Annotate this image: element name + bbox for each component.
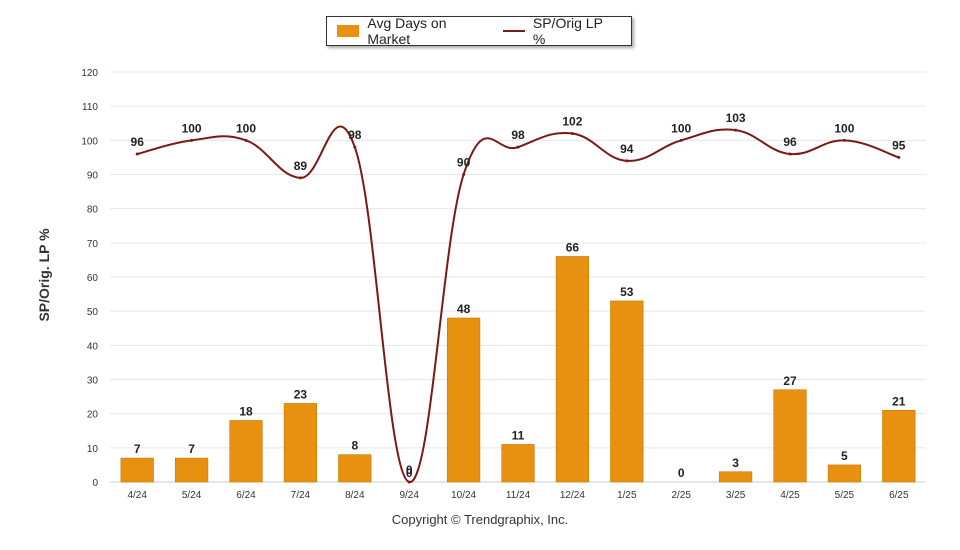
bar-data-label: 27 (783, 374, 797, 388)
bar (501, 444, 535, 483)
bar-data-label: 3 (732, 456, 739, 470)
line-point (679, 138, 683, 142)
bar (283, 403, 318, 483)
x-tick-label: 3/25 (726, 490, 746, 501)
bar-data-label: 5 (841, 449, 848, 463)
y-tick-label: 120 (81, 68, 98, 79)
bar-data-label: 11 (512, 428, 525, 442)
bar (718, 471, 753, 483)
bar-data-label: 66 (566, 241, 580, 255)
x-tick-label: 8/24 (345, 490, 365, 501)
bar (229, 420, 263, 483)
line-point (407, 480, 411, 484)
bar (882, 409, 916, 483)
bar (446, 317, 481, 483)
line-point (462, 173, 466, 176)
bar-data-label: 48 (457, 302, 471, 316)
bar-data-label: 7 (188, 442, 195, 456)
line-data-label: 102 (562, 115, 582, 129)
line-data-label: 94 (620, 142, 634, 156)
line-point (625, 159, 629, 163)
y-tick-label: 10 (87, 444, 99, 455)
y-axis-title: SP/Orig. LP % (36, 228, 52, 322)
line-data-label: 90 (457, 156, 471, 170)
line-point (135, 152, 139, 156)
bar (120, 457, 154, 483)
legend-bar-swatch (337, 25, 360, 37)
line-point (190, 138, 194, 142)
line-point (842, 138, 846, 142)
y-tick-label: 90 (87, 171, 99, 182)
bar (174, 457, 209, 483)
x-tick-label: 1/25 (617, 490, 637, 501)
bar-data-label: 8 (351, 439, 358, 453)
line-point (244, 138, 248, 142)
legend-bar-label: Avg Days on Market (367, 15, 447, 47)
line-data-label: 103 (726, 111, 746, 125)
bar-data-label: 0 (406, 466, 413, 480)
line-point (788, 152, 792, 156)
line-data-label: 100 (834, 121, 854, 135)
bar-data-label: 18 (239, 405, 253, 419)
line-point (734, 128, 738, 132)
bar-data-label: 23 (294, 387, 308, 401)
line-point (570, 132, 574, 135)
line-point (516, 145, 520, 149)
bar-data-label: 7 (134, 442, 141, 456)
line-data-label: 100 (671, 121, 691, 135)
line-series-path (136, 125, 900, 483)
y-tick-label: 70 (87, 239, 99, 250)
x-tick-label: 5/25 (835, 490, 855, 501)
y-tick-label: 60 (87, 273, 99, 284)
y-tick-label: 50 (87, 307, 99, 318)
x-tick-label: 9/24 (399, 490, 419, 501)
y-tick-label: 0 (92, 478, 98, 489)
x-tick-label: 7/24 (291, 490, 311, 501)
bar (773, 389, 807, 483)
line-data-label: 98 (348, 128, 362, 142)
y-tick-label: 40 (87, 341, 99, 352)
line-point (897, 155, 901, 159)
line-point (353, 145, 357, 149)
bar (555, 256, 590, 483)
line-point (298, 176, 302, 180)
x-tick-label: 5/24 (182, 490, 202, 501)
legend-item-bar: Avg Days on Market (337, 15, 485, 47)
bar-data-label: 0 (678, 466, 685, 480)
x-tick-label: 10/24 (451, 490, 476, 501)
x-tick-label: 6/25 (889, 490, 909, 501)
bar (338, 454, 372, 483)
line-data-label: 0 (406, 463, 413, 477)
y-tick-label: 30 (87, 376, 99, 387)
line-data-label: 89 (294, 159, 308, 173)
y-tick-label: 80 (87, 205, 99, 216)
legend-line-swatch (502, 30, 525, 32)
x-tick-label: 11/24 (506, 490, 531, 501)
bar-data-label: 53 (620, 285, 634, 299)
y-tick-label: 20 (87, 410, 99, 421)
bar (610, 300, 644, 483)
line-data-label: 96 (131, 135, 145, 149)
legend-item-line: SP/Orig LP % (502, 15, 613, 47)
x-tick-label: 6/24 (236, 490, 256, 501)
y-tick-label: 110 (82, 102, 98, 113)
x-tick-label: 2/25 (671, 490, 691, 501)
copyright-text: Copyright © Trendgraphix, Inc. (391, 512, 569, 527)
line-data-label: 98 (511, 128, 525, 142)
y-tick-label: 100 (81, 136, 98, 147)
legend-line-label: SP/Orig LP % (532, 15, 603, 47)
line-data-label: 100 (182, 121, 202, 135)
line-data-label: 95 (892, 138, 906, 152)
x-tick-label: 4/25 (780, 490, 800, 501)
line-data-label: 96 (783, 135, 797, 149)
x-tick-label: 4/24 (127, 490, 147, 501)
bar (827, 464, 862, 483)
bar-data-label: 21 (892, 394, 906, 408)
line-data-label: 100 (236, 121, 256, 135)
legend: Avg Days on Market SP/Orig LP % (326, 15, 632, 47)
x-tick-label: 12/24 (560, 490, 585, 501)
